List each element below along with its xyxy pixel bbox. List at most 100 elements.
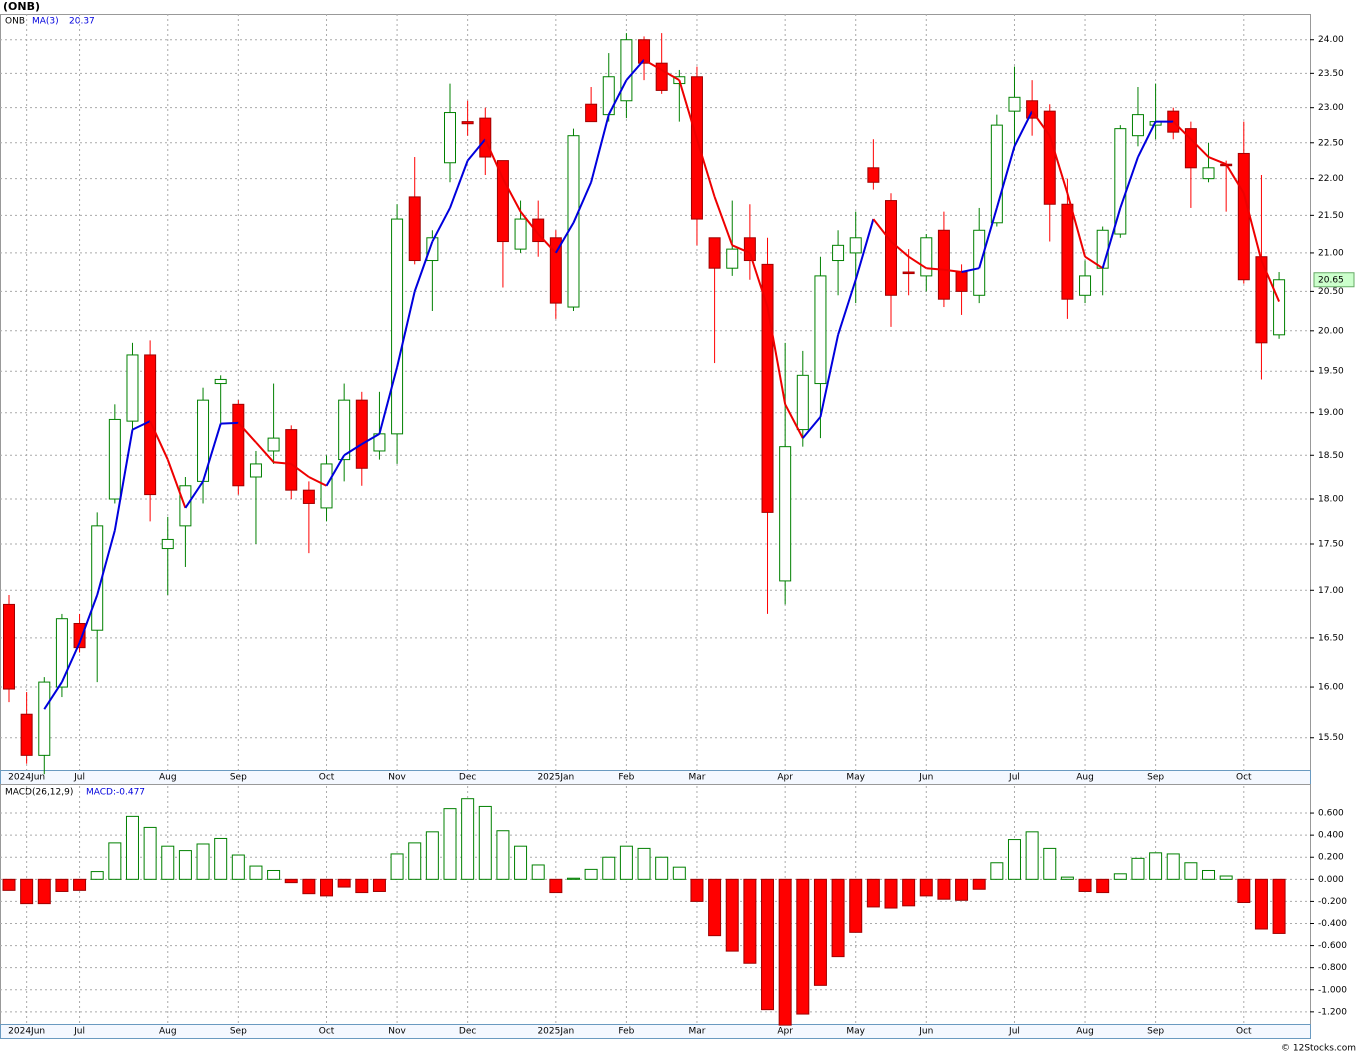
macd-bar: [1131, 857, 1145, 880]
macd-bar: [761, 878, 775, 1011]
macd-bar: [302, 878, 316, 895]
ma-segment: [502, 178, 522, 213]
candle-body: [849, 237, 862, 254]
macd-bar: [1078, 878, 1092, 892]
y-tick-label: -0.800: [1318, 963, 1347, 973]
last-price-label: 20.65: [1318, 275, 1344, 285]
ma-segment: [466, 138, 487, 162]
y-tick-label: 18.50: [1318, 451, 1344, 461]
candle-body: [267, 437, 280, 452]
macd-bar: [1060, 876, 1074, 880]
ma-segment: [926, 267, 945, 271]
y-tick-label: -0.200: [1318, 897, 1347, 907]
x-tick-label: Mar: [688, 1027, 705, 1037]
macd-bar: [320, 878, 334, 897]
macd-bar: [478, 805, 492, 880]
macd-bar: [161, 845, 175, 880]
candle-body: [514, 218, 527, 250]
macd-bar: [20, 878, 34, 905]
y-tick-label: 21.00: [1318, 248, 1344, 258]
ma-segment: [1137, 121, 1157, 158]
x-tick-label: Dec: [459, 1027, 476, 1037]
y-tick-label: -1.000: [1318, 985, 1347, 995]
candle-body: [743, 237, 756, 262]
macd-bar: [531, 864, 545, 880]
candle-body: [285, 429, 298, 491]
macd-bar: [125, 815, 139, 880]
ma-segment: [325, 454, 346, 487]
ma-segment: [661, 69, 680, 82]
candle-body: [161, 538, 174, 550]
candle-body: [920, 237, 933, 277]
macd-value: MACD:-0.477: [86, 788, 145, 798]
candle-body: [444, 112, 456, 164]
y-tick-label: 20.00: [1318, 326, 1344, 336]
candle-body: [867, 167, 880, 183]
ma-segment: [1208, 156, 1227, 166]
x-tick-label: Aug: [159, 1027, 177, 1037]
macd-bar: [1202, 869, 1216, 880]
macd-bar: [849, 878, 863, 933]
macd-bar: [725, 878, 739, 952]
ma-segment: [554, 222, 575, 254]
candle-body: [20, 713, 33, 756]
y-tick-label: 18.00: [1318, 495, 1344, 505]
macd-bar: [231, 854, 245, 880]
y-tick-label: 23.50: [1318, 69, 1344, 79]
x-axis-strip: [0, 770, 1311, 785]
candle-body: [955, 271, 968, 292]
y-tick-label: 19.00: [1318, 408, 1344, 418]
y-tick-label: 19.50: [1318, 367, 1344, 377]
ma-segment: [255, 441, 275, 463]
candle-body: [1273, 279, 1286, 336]
ma-segment: [308, 476, 327, 487]
candle-body: [549, 237, 562, 304]
x-tick-label: Sep: [1147, 1027, 1164, 1037]
candle-body: [761, 263, 774, 513]
ma-segment: [132, 420, 151, 431]
candle-body: [461, 121, 474, 125]
ma-segment: [96, 530, 116, 596]
ma-segment: [1013, 110, 1034, 147]
macd-bar: [1113, 873, 1127, 880]
x-tick-label: Aug: [1076, 1027, 1094, 1037]
candle-body: [990, 124, 1003, 224]
x-tick-label: Jun: [918, 1027, 933, 1037]
macd-bar: [637, 847, 651, 880]
ma-segment: [220, 421, 239, 425]
macd-bar: [214, 837, 228, 880]
macd-bar: [1043, 847, 1057, 880]
ma-segment: [1066, 192, 1087, 257]
x-tick-label: 2025Jan: [537, 773, 574, 783]
candle-body: [1061, 203, 1074, 300]
candle-body: [355, 399, 368, 469]
ma-segment: [713, 196, 734, 246]
y-tick-label: 0.600: [1318, 809, 1344, 819]
x-tick-label: Nov: [388, 773, 406, 783]
macd-bar: [1007, 839, 1021, 880]
candle-body: [1131, 114, 1144, 137]
candle-body: [1043, 110, 1056, 205]
y-tick-label: 17.00: [1318, 586, 1344, 596]
candle-body: [338, 399, 351, 461]
macd-bar: [143, 826, 157, 880]
ma-segment: [995, 146, 1016, 209]
x-tick-label: Apr: [777, 773, 793, 783]
y-tick-label: -0.600: [1318, 941, 1347, 951]
y-tick-label: 21.50: [1318, 211, 1344, 221]
macd-bar: [73, 878, 87, 891]
ma-segment: [43, 681, 63, 710]
y-tick-label: -0.400: [1318, 919, 1347, 929]
candle-body: [779, 446, 792, 582]
candle-body: [302, 489, 315, 504]
x-tick-label: Jul: [1008, 1027, 1020, 1037]
macd-bar: [655, 856, 669, 880]
candle-body: [108, 418, 121, 500]
ma-segment: [1190, 138, 1210, 158]
macd-bar: [602, 856, 616, 880]
candle-body: [1079, 275, 1092, 296]
macd-bar: [743, 878, 757, 964]
macd-bar: [902, 878, 916, 907]
macd-bar: [884, 878, 898, 909]
macd-bar: [937, 878, 951, 900]
